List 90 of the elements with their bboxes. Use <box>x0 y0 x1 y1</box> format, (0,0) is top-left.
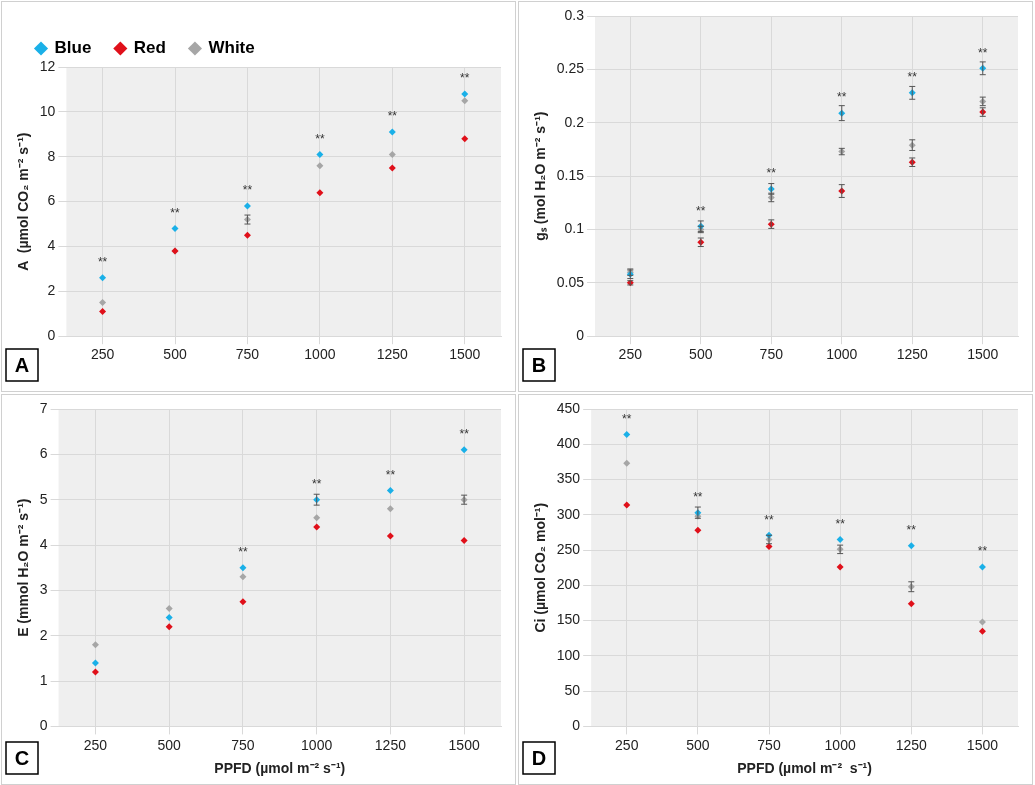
x-axis-title: PPFD (µmol m⁻² s⁻¹) <box>214 760 346 777</box>
x-tick-label: 1000 <box>301 736 333 753</box>
annotation: ** <box>835 516 846 531</box>
y-axis-title: E (mmol H₂O m⁻² s⁻¹) <box>15 498 32 637</box>
y-axis-title: Ci (µmol CO₂ mol⁻¹) <box>532 502 549 633</box>
x-axis-title: PPFD (µmol m⁻² s⁻¹) <box>737 760 872 777</box>
y-tick-label: 250 <box>556 540 581 557</box>
y-axis-title: gₛ (mol H₂O m⁻² s⁻¹) <box>532 111 549 241</box>
x-tick-label: 1500 <box>448 736 480 753</box>
x-tick-label: 1250 <box>376 346 409 363</box>
annotation: ** <box>622 411 632 426</box>
x-tick-label: 750 <box>759 346 784 363</box>
x-tick-label: 1000 <box>304 346 336 363</box>
y-tick-label: 3 <box>39 581 48 598</box>
y-tick-label: 150 <box>556 611 581 628</box>
x-tick-label: 750 <box>757 736 781 753</box>
x-tick-label: 1000 <box>824 736 856 753</box>
legend-label: White <box>208 38 255 58</box>
y-tick-label: 50 <box>564 681 581 698</box>
y-tick-label: 0 <box>39 717 48 734</box>
y-tick-label: 10 <box>39 102 56 119</box>
annotation: ** <box>311 477 322 491</box>
y-tick-label: 2 <box>39 626 48 643</box>
x-tick-label: 1500 <box>966 736 999 753</box>
y-tick-label: 350 <box>556 470 581 487</box>
y-tick-label: 8 <box>47 147 56 164</box>
y-tick-label: 0 <box>572 717 581 734</box>
annotation: ** <box>907 70 918 85</box>
annotation: ** <box>978 45 988 60</box>
y-tick-label: 0.3 <box>564 6 585 23</box>
y-tick-label: 6 <box>39 445 48 462</box>
x-tick-label: 1250 <box>374 736 407 753</box>
y-tick-label: 0.25 <box>556 60 585 77</box>
annotation: ** <box>766 166 777 181</box>
annotation: ** <box>170 205 181 220</box>
legend-label: Blue <box>54 38 92 58</box>
annotation: ** <box>837 90 847 105</box>
annotation: ** <box>387 109 398 124</box>
y-tick-label: 2 <box>47 282 56 299</box>
annotation: ** <box>977 544 988 559</box>
y-tick-label: 200 <box>556 576 581 593</box>
y-tick-label: 300 <box>556 505 581 522</box>
y-tick-label: 4 <box>39 535 48 552</box>
annotation: ** <box>696 203 706 218</box>
annotation: ** <box>906 523 917 538</box>
x-tick-label: 750 <box>231 736 255 753</box>
annotation: ** <box>97 255 108 270</box>
y-tick-label: 5 <box>39 490 48 507</box>
y-tick-label: 6 <box>47 192 56 209</box>
annotation: ** <box>242 183 253 198</box>
text: C <box>14 746 30 769</box>
y-tick-label: 0 <box>576 327 585 344</box>
y-tick-label: 400 <box>556 435 581 452</box>
annotation: ** <box>385 467 396 482</box>
x-tick-label: 750 <box>235 346 260 363</box>
x-tick-label: 1250 <box>895 736 928 753</box>
x-tick-label: 500 <box>689 346 713 363</box>
x-tick-label: 250 <box>615 736 639 753</box>
text: A <box>14 353 30 376</box>
y-tick-label: 0.15 <box>556 166 585 183</box>
x-tick-label: 1000 <box>826 346 858 363</box>
annotation: ** <box>315 131 325 146</box>
x-tick-label: 500 <box>686 736 710 753</box>
x-tick-label: 1500 <box>449 346 481 363</box>
y-tick-label: 0.1 <box>564 220 585 237</box>
y-tick-label: 1 <box>39 671 48 688</box>
x-tick-label: 250 <box>618 346 643 363</box>
x-tick-label: 500 <box>157 736 182 753</box>
text: B <box>531 353 547 376</box>
x-tick-label: 250 <box>83 736 108 753</box>
y-tick-label: 450 <box>556 399 581 416</box>
x-tick-label: 1250 <box>896 346 929 363</box>
text: D <box>531 746 547 769</box>
y-tick-label: 0 <box>47 327 56 344</box>
y-tick-label: 100 <box>556 646 581 663</box>
annotation: ** <box>238 545 248 560</box>
x-tick-label: 1500 <box>967 346 999 363</box>
y-tick-label: 0.2 <box>564 113 585 130</box>
y-tick-label: 7 <box>39 399 48 416</box>
y-tick-label: 12 <box>39 57 56 74</box>
y-tick-label: 0.05 <box>556 273 585 290</box>
annotation: ** <box>460 71 470 86</box>
y-tick-label: 4 <box>47 237 56 254</box>
y-axis-title: A (µmol CO₂ m⁻² s⁻¹) <box>15 132 32 271</box>
x-tick-label: 250 <box>90 346 115 363</box>
legend-label: Red <box>133 38 166 58</box>
annotation: ** <box>764 512 775 527</box>
x-tick-label: 500 <box>163 346 187 363</box>
annotation: ** <box>459 427 470 442</box>
annotation: ** <box>693 490 703 504</box>
